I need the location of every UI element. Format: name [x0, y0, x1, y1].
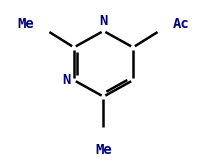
Text: Me: Me — [95, 143, 111, 157]
Text: N: N — [99, 14, 107, 28]
Text: Me: Me — [18, 17, 34, 31]
Text: N: N — [62, 73, 70, 87]
Text: Ac: Ac — [172, 17, 188, 31]
